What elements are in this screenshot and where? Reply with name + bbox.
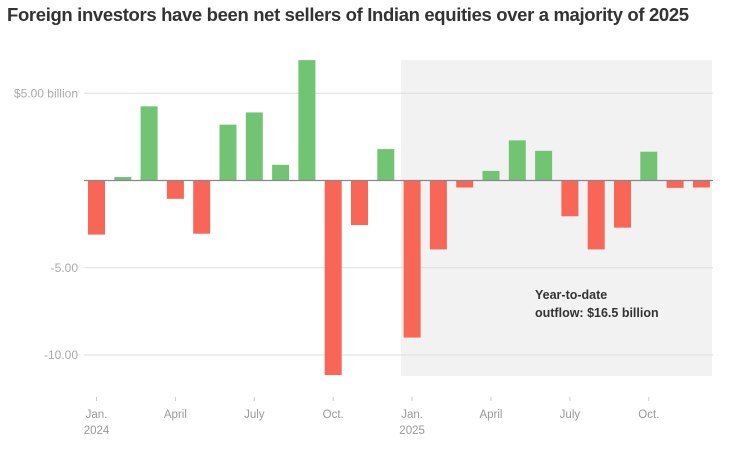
x-tick-label: Oct. <box>323 409 344 421</box>
bar-jul-2025 <box>561 180 579 217</box>
bar-sep-2024 <box>298 60 316 181</box>
bar-mar-2025 <box>456 180 474 188</box>
x-tick-label: Jan. <box>401 409 423 421</box>
bars <box>88 60 710 376</box>
bar-may-2024 <box>193 180 211 234</box>
bar-nov-2024 <box>351 180 368 225</box>
y-tick-label: $5.00 billion <box>14 86 78 100</box>
bar-oct-2025 <box>640 151 658 181</box>
bar-jan-2025 <box>403 180 421 338</box>
bar-apr-2024 <box>166 180 184 199</box>
x-tick-year-label: 2025 <box>399 425 425 437</box>
bar-dec-2024 <box>377 149 395 181</box>
x-tick-label: April <box>164 409 187 421</box>
bar-jun-2024 <box>219 124 237 181</box>
y-tick-label: -5.00 <box>51 261 79 275</box>
x-tick-label: Oct. <box>638 409 659 421</box>
bar-jan-2024 <box>88 180 105 235</box>
bar-jun-2025 <box>535 150 553 181</box>
bar-mar-2024 <box>140 106 158 181</box>
annotation-line-2: outflow: $16.5 billion <box>535 306 659 320</box>
bar-jul-2024 <box>245 112 263 181</box>
bar-feb-2024 <box>114 177 132 181</box>
year-to-date-highlight <box>400 60 712 376</box>
bar-nov-2025 <box>666 180 684 188</box>
bar-apr-2025 <box>482 170 500 181</box>
chart-title: Foreign investors have been net sellers … <box>7 4 689 25</box>
x-tick-year-label: 2024 <box>84 425 110 437</box>
x-axis-ticks: Jan. 2024 April July Oct. Jan. 2025 April July Oc… <box>84 397 659 437</box>
x-tick-label: April <box>479 409 502 421</box>
x-tick-label: Jan. <box>86 409 108 421</box>
y-tick-label: -10.00 <box>44 348 78 362</box>
bar-sep-2025 <box>614 180 631 228</box>
gridlines <box>84 92 713 356</box>
bar-oct-2024 <box>324 180 342 376</box>
bar-aug-2024 <box>272 164 290 181</box>
y-axis-ticks: $5.00 billion -5.00 -10.00 <box>14 86 78 362</box>
bar-feb-2025 <box>429 180 447 250</box>
bar-aug-2025 <box>587 180 605 250</box>
bar-may-2025 <box>508 140 526 181</box>
x-tick-label: July <box>244 409 265 421</box>
bar-dec-2025 <box>692 180 710 188</box>
x-tick-label: July <box>560 409 581 421</box>
annotation-line-1: Year-to-date <box>535 288 607 302</box>
